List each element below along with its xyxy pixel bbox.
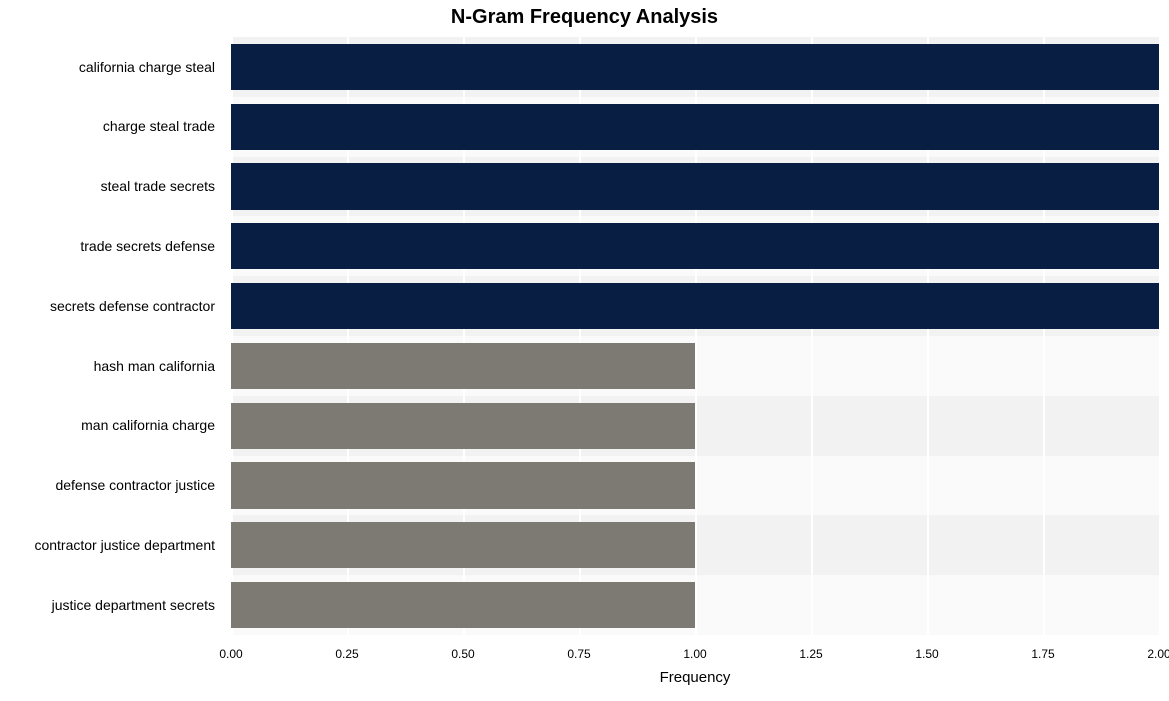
bar xyxy=(231,44,1159,90)
bar xyxy=(231,462,695,508)
ngram-frequency-chart: N-Gram Frequency Analysis california cha… xyxy=(0,0,1169,701)
x-tick-label: 0.50 xyxy=(451,647,474,661)
y-tick-label: defense contractor justice xyxy=(0,477,223,493)
chart-title: N-Gram Frequency Analysis xyxy=(0,6,1169,29)
bar xyxy=(231,582,695,628)
plot-area xyxy=(231,37,1159,635)
y-axis-labels: california charge steal charge steal trad… xyxy=(0,37,223,635)
bar xyxy=(231,522,695,568)
y-tick-label: trade secrets defense xyxy=(0,238,223,254)
grid-line xyxy=(1159,37,1161,635)
bar xyxy=(231,403,695,449)
x-axis-label: Frequency xyxy=(231,669,1159,686)
x-tick-label: 0.00 xyxy=(219,647,242,661)
bar xyxy=(231,223,1159,269)
y-tick-label: california charge steal xyxy=(0,59,223,75)
x-tick-label: 1.75 xyxy=(1031,647,1054,661)
x-tick-label: 1.00 xyxy=(683,647,706,661)
x-tick-label: 0.25 xyxy=(335,647,358,661)
y-tick-label: man california charge xyxy=(0,417,223,433)
bar xyxy=(231,283,1159,329)
y-tick-label: secrets defense contractor xyxy=(0,298,223,314)
y-tick-label: hash man california xyxy=(0,358,223,374)
bar xyxy=(231,104,1159,150)
x-tick-label: 2.00 xyxy=(1147,647,1169,661)
x-tick-label: 1.50 xyxy=(915,647,938,661)
y-tick-label: justice department secrets xyxy=(0,597,223,613)
x-tick-label: 0.75 xyxy=(567,647,590,661)
y-tick-label: charge steal trade xyxy=(0,118,223,134)
y-tick-label: contractor justice department xyxy=(0,537,223,553)
bar xyxy=(231,343,695,389)
y-tick-label: steal trade secrets xyxy=(0,178,223,194)
x-tick-label: 1.25 xyxy=(799,647,822,661)
bar xyxy=(231,163,1159,209)
